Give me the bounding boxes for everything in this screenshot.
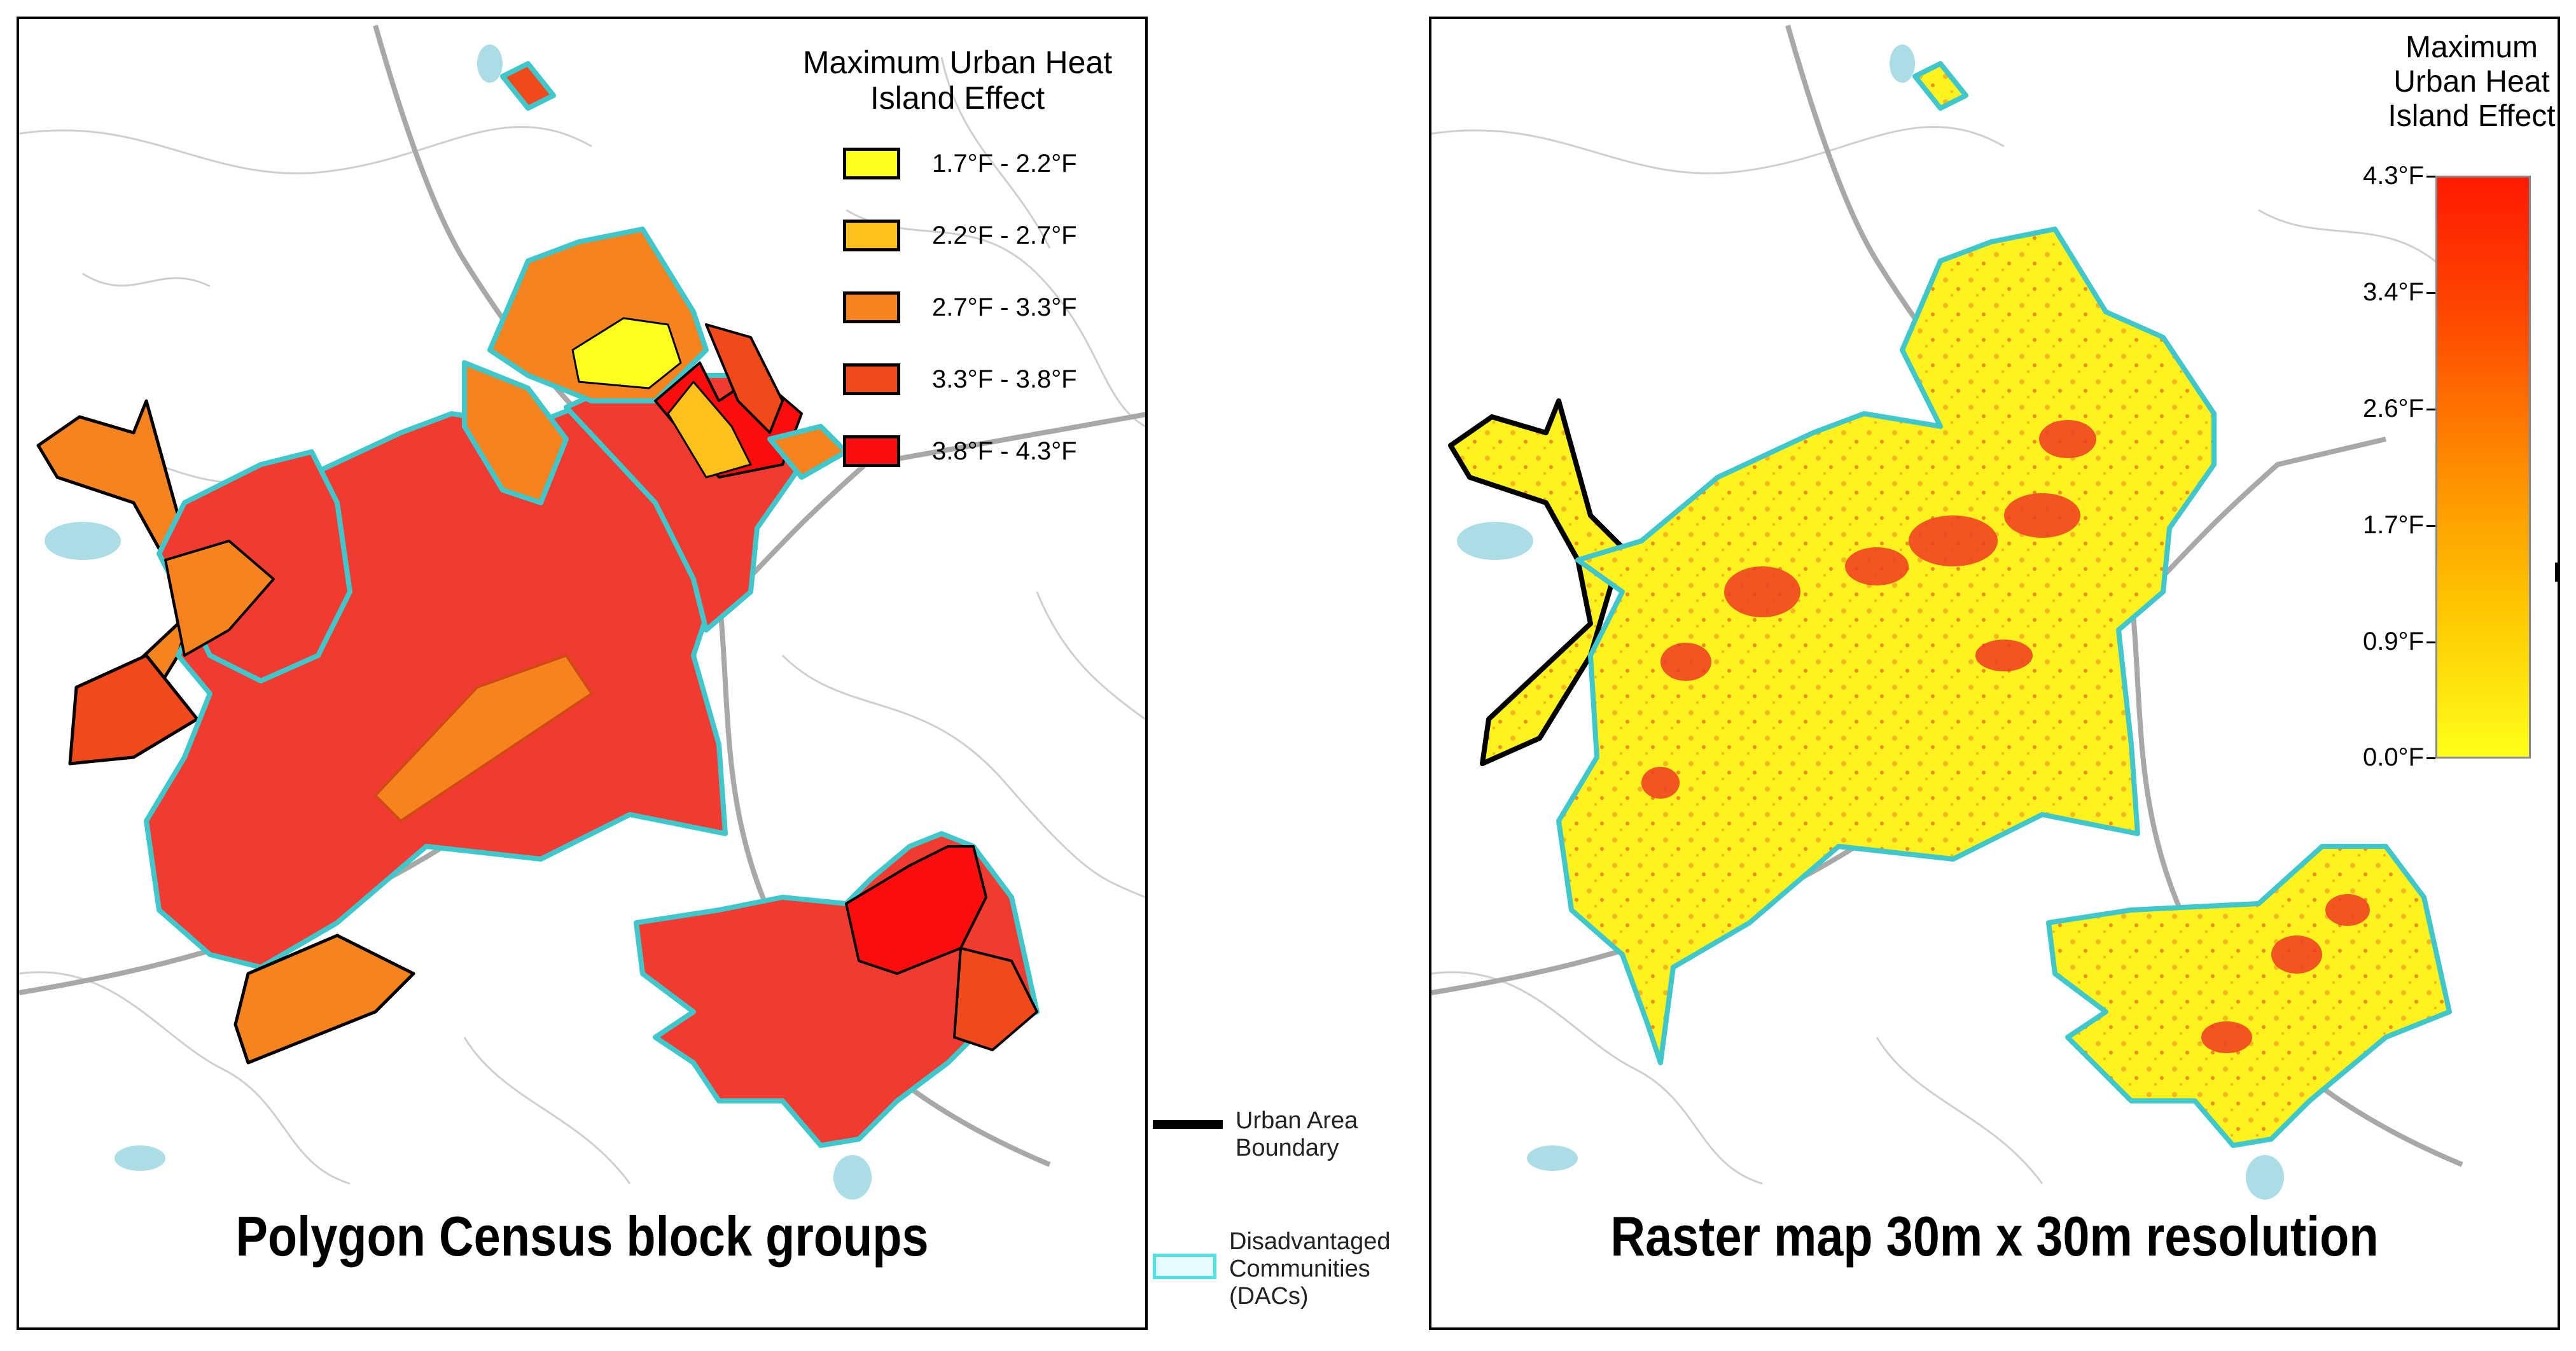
legend-title: Maximum Urban Heat Island Effect [792, 45, 1123, 116]
polygon-map-panel: Maximum Urban Heat Island Effect 1.7°F -… [17, 17, 1148, 1330]
water-bodies [45, 45, 872, 1200]
block-se-red [845, 845, 987, 975]
legend-swatch-4 [843, 363, 900, 395]
block-ne-darkorange [705, 323, 784, 434]
legend-item-3: 2.7°F - 3.3°F [843, 290, 1077, 325]
water-bodies [1457, 45, 2284, 1200]
clipped-axis-label: I [2552, 557, 2560, 588]
legend-item-5: 3.8°F - 4.3°F [843, 434, 1077, 468]
census-block-groups [36, 61, 1040, 1148]
raster-legend-title-line3: Island Effect [2388, 99, 2556, 133]
legend-swatch-2 [843, 220, 900, 251]
block-ne-amber [667, 381, 752, 479]
legend-label-4: 3.3°F - 3.8°F [932, 365, 1077, 393]
raster-north-island [1912, 61, 1968, 111]
colorbar-tick-label-4: 1.7°F [2362, 511, 2424, 539]
colorbar-tick-label-5: 0.9°F [2362, 627, 2424, 655]
colorbar-tick-mark-2 [2426, 292, 2435, 294]
legend-item-1: 1.7°F - 2.2°F [843, 146, 1077, 181]
block-west-lobe [68, 654, 199, 766]
legend-label-1: 1.7°F - 2.2°F [932, 149, 1077, 178]
boundary-line-swatch [1153, 1120, 1223, 1129]
colorbar-tick-label-6: 0.0°F [2362, 743, 2424, 771]
block-diag-orange [374, 654, 593, 822]
block-north-island [500, 61, 556, 111]
block-ne-yellow [571, 317, 682, 389]
colorbar-tick-mark-1 [2426, 176, 2435, 178]
block-nw-orange [164, 540, 275, 657]
legend-item-4: 3.3°F - 3.8°F [843, 362, 1077, 396]
colorbar-tick-mark-4 [2426, 525, 2435, 527]
polygon-map [19, 24, 1145, 1200]
left-map-title: Polygon Census block groups [235, 1205, 929, 1268]
colorbar [2435, 176, 2531, 759]
boundary-label-line2: Boundary [1236, 1135, 1339, 1161]
block-se-east [953, 947, 1038, 1051]
legend-swatch-3 [843, 291, 900, 323]
colorbar-tick-label-1: 4.3°F [2362, 162, 2424, 190]
raster-legend-title-line1: Maximum [2405, 31, 2538, 64]
legend-swatch-1 [843, 148, 900, 179]
legend-title-line2: Island Effect [870, 80, 1045, 116]
raster-legend-title-line2: Urban Heat [2393, 65, 2550, 99]
background-roads [19, 57, 1145, 1185]
legend-item-2: 2.2°F - 2.7°F [843, 218, 1077, 253]
shared-legend: Urban Area Boundary Disadvantaged Commun… [1153, 1107, 1426, 1336]
raster-map [1431, 24, 2463, 1200]
right-map-title: Raster map 30m x 30m resolution [1610, 1205, 2379, 1268]
colorbar-tick-mark-5 [2426, 641, 2435, 643]
raster-se [2046, 844, 2452, 1148]
dac-label-line1: Disadvantaged [1229, 1228, 1391, 1255]
colorbar-tick-mark-3 [2426, 409, 2435, 410]
boundary-label-line1: Urban Area [1236, 1107, 1358, 1134]
dac-legend-label: Disadvantaged Communities (DACs) [1229, 1228, 1391, 1310]
boundary-legend-label: Urban Area Boundary [1236, 1107, 1358, 1162]
colorbar-tick-label-3: 2.6°F [2362, 395, 2424, 423]
raster-west [1448, 398, 1625, 766]
raster-hotspots [1641, 420, 2370, 1053]
dac-label-line2: Communities [1229, 1256, 1370, 1282]
dac-swatch [1153, 1254, 1216, 1279]
dac-label-line3: (DACs) [1229, 1283, 1309, 1310]
legend-swatch-5 [843, 435, 900, 467]
colorbar-tick-mark-6 [2426, 757, 2435, 759]
dac-legend-item: Disadvantaged Communities (DACs) [1153, 1228, 1391, 1310]
legend-label-5: 3.8°F - 4.3°F [932, 437, 1077, 465]
block-south-orange [233, 934, 415, 1065]
raster-legend-title: Maximum Urban Heat Island Effect [2367, 31, 2558, 134]
raster-map-panel: Maximum Urban Heat Island Effect 4.3°F 3… [1429, 17, 2560, 1330]
legend-title-line1: Maximum Urban Heat [802, 45, 1113, 80]
colorbar-tick-label-2: 3.4°F [2362, 278, 2424, 306]
legend-label-2: 2.2°F - 2.7°F [932, 221, 1077, 249]
legend-label-3: 2.7°F - 3.3°F [932, 293, 1077, 321]
block-north-orange [462, 360, 569, 505]
boundary-legend-item: Urban Area Boundary [1153, 1107, 1358, 1162]
